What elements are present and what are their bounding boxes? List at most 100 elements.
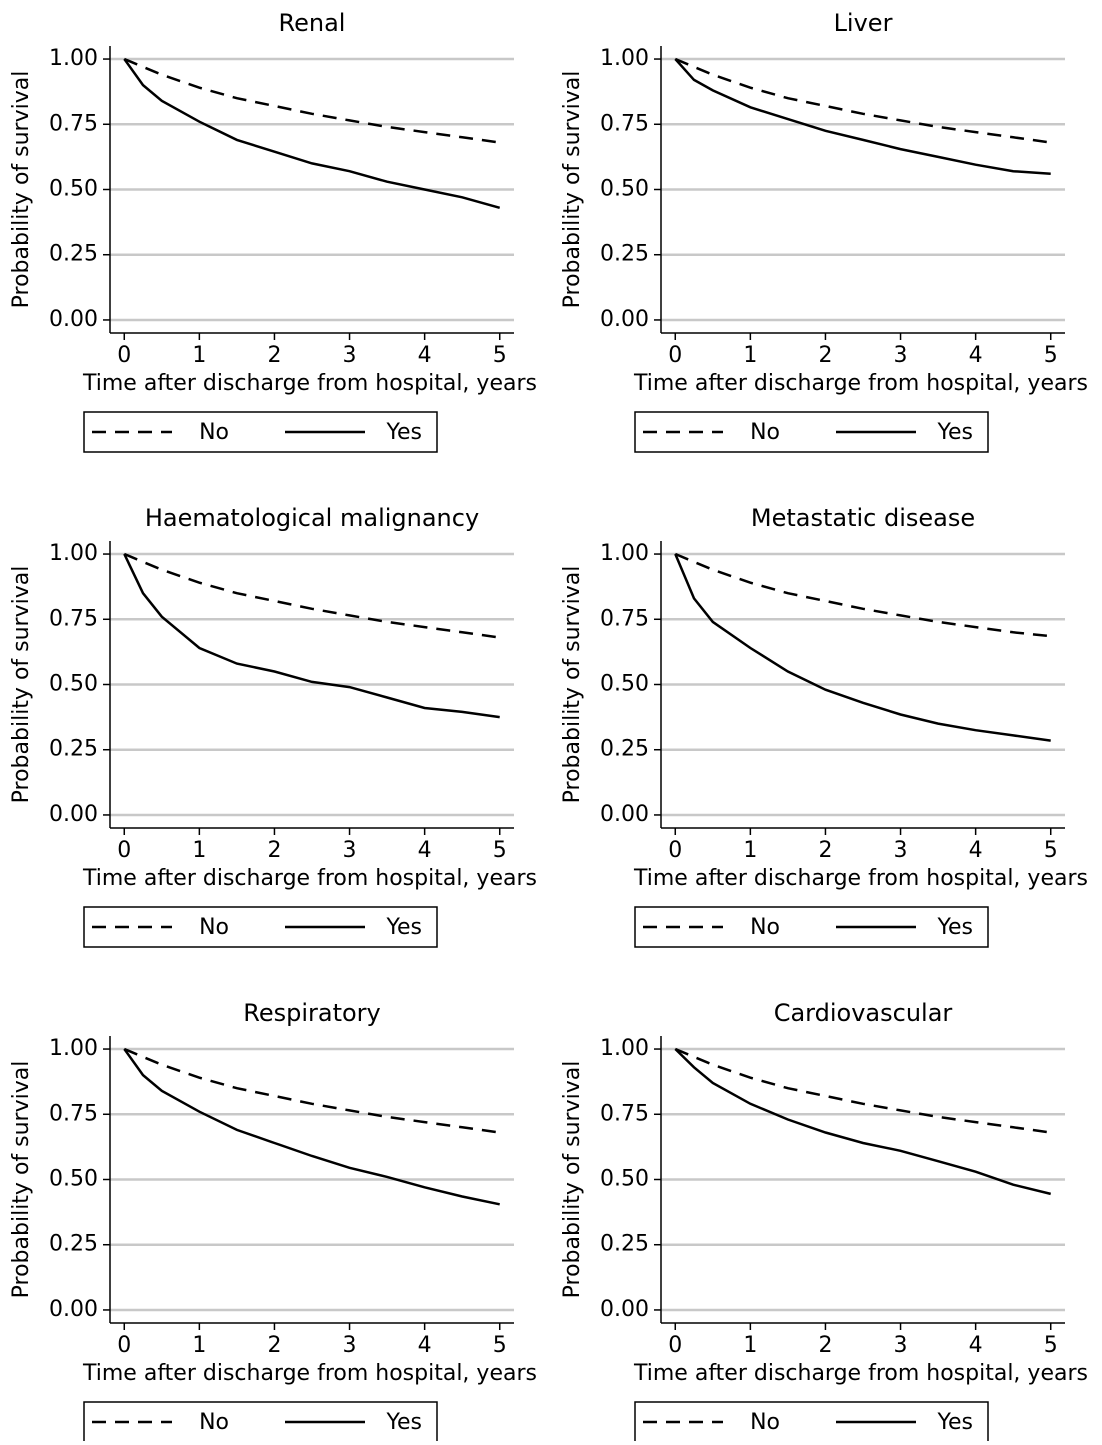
y-tick-label: 0.75	[49, 606, 98, 631]
survival-line	[123, 553, 500, 719]
legend-label: Yes	[936, 1410, 973, 1435]
x-axis-label: Time after discharge from hospital, year…	[633, 866, 1088, 891]
survival-line	[674, 553, 1051, 742]
y-tick-label: 0.50	[600, 177, 649, 202]
survival-line	[123, 552, 500, 639]
legend-label: Yes	[936, 915, 973, 940]
x-axis-label: Time after discharge from hospital, year…	[633, 1361, 1088, 1386]
y-axis-label: Probability of survival	[560, 566, 585, 804]
y-tick-label: 1.00	[49, 541, 98, 566]
x-axis-label: Time after discharge from hospital, year…	[82, 866, 537, 891]
y-tick-label: 0.25	[600, 242, 649, 267]
panel-title: Respiratory	[243, 999, 381, 1027]
x-tick-label: 4	[969, 1333, 983, 1358]
x-tick-label: 3	[894, 1333, 908, 1358]
legend-label: Yes	[385, 915, 422, 940]
y-tick-label: 0.50	[49, 177, 98, 202]
y-tick-label: 0.00	[49, 307, 98, 332]
legend-label: Yes	[936, 420, 973, 445]
x-tick-label: 1	[192, 838, 206, 863]
y-tick-label: 0.75	[49, 1101, 98, 1126]
y-tick-label: 0.50	[600, 1167, 649, 1192]
x-tick-label: 1	[743, 838, 757, 863]
y-tick-label: 1.00	[600, 541, 649, 566]
y-tick-label: 0.50	[49, 1167, 98, 1192]
panel-title: Haematological malignancy	[145, 504, 479, 532]
legend-label: No	[199, 1410, 229, 1435]
y-tick-label: 1.00	[600, 1036, 649, 1061]
x-tick-label: 3	[894, 838, 908, 863]
x-tick-label: 0	[117, 343, 131, 368]
survival-line	[123, 1048, 500, 1206]
x-tick-label: 0	[117, 1333, 131, 1358]
y-tick-label: 0.75	[600, 111, 649, 136]
x-tick-label: 1	[743, 343, 757, 368]
x-tick-label: 3	[343, 343, 357, 368]
legend-box	[83, 906, 438, 948]
x-tick-label: 5	[1044, 1333, 1058, 1358]
x-tick-label: 5	[1044, 838, 1058, 863]
x-tick-label: 2	[818, 343, 832, 368]
legend-box	[634, 1401, 989, 1443]
y-tick-label: 0.50	[49, 672, 98, 697]
panel-title: Metastatic disease	[751, 504, 975, 532]
panel-title: Renal	[279, 9, 346, 37]
panel-title: Liver	[834, 9, 893, 37]
panel: Liver Probability of survival 0.00 0.25 0.50…	[560, 9, 1088, 453]
y-tick-label: 1.00	[49, 1036, 98, 1061]
legend-label: No	[199, 915, 229, 940]
y-tick-label: 0.00	[49, 1297, 98, 1322]
legend-label: No	[199, 420, 229, 445]
y-tick-label: 0.75	[49, 111, 98, 136]
x-tick-label: 0	[668, 1333, 682, 1358]
y-axis-label: Probability of survival	[9, 71, 34, 309]
panel: Cardiovascular Probability of survival 0.0…	[560, 999, 1088, 1443]
panel: Respiratory Probability of survival 0.00 0.…	[9, 999, 537, 1443]
y-tick-label: 0.25	[600, 737, 649, 762]
x-tick-label: 3	[343, 1333, 357, 1358]
x-tick-label: 2	[267, 838, 281, 863]
survival-line	[674, 552, 1051, 638]
y-tick-label: 0.25	[600, 1232, 649, 1257]
x-tick-label: 5	[493, 1333, 507, 1358]
x-tick-label: 0	[668, 343, 682, 368]
x-tick-label: 0	[117, 838, 131, 863]
panel-title: Cardiovascular	[774, 999, 953, 1027]
x-tick-label: 1	[192, 343, 206, 368]
x-tick-label: 5	[493, 343, 507, 368]
y-tick-label: 1.00	[600, 46, 649, 71]
survival-line	[123, 1047, 500, 1134]
legend-label: No	[750, 420, 780, 445]
panel: Metastatic disease Probability of surviva…	[560, 504, 1088, 948]
y-axis-label: Probability of survival	[9, 1061, 34, 1299]
x-tick-label: 2	[267, 1333, 281, 1358]
x-axis-label: Time after discharge from hospital, year…	[82, 371, 537, 396]
x-tick-label: 4	[418, 838, 432, 863]
legend-label: Yes	[385, 420, 422, 445]
y-tick-label: 0.25	[49, 242, 98, 267]
x-tick-label: 4	[969, 838, 983, 863]
y-axis-label: Probability of survival	[560, 1061, 585, 1299]
y-tick-label: 0.00	[600, 802, 649, 827]
x-tick-label: 3	[894, 343, 908, 368]
x-tick-label: 1	[743, 1333, 757, 1358]
y-tick-label: 0.25	[49, 1232, 98, 1257]
x-tick-label: 2	[267, 343, 281, 368]
x-tick-label: 5	[493, 838, 507, 863]
legend-label: No	[750, 1410, 780, 1435]
y-tick-label: 0.00	[49, 802, 98, 827]
y-tick-label: 0.50	[600, 672, 649, 697]
y-tick-label: 0.75	[600, 606, 649, 631]
panel: Renal Probability of survival 0.00 0.25 0.50…	[9, 9, 537, 453]
survival-line	[123, 58, 501, 210]
y-tick-label: 0.75	[600, 1101, 649, 1126]
legend-box	[83, 1401, 438, 1443]
survival-line	[674, 58, 1051, 176]
y-tick-label: 1.00	[49, 46, 98, 71]
legend-label: No	[750, 915, 780, 940]
legend-box	[634, 906, 989, 948]
y-tick-label: 0.00	[600, 1297, 649, 1322]
legend-box	[83, 411, 438, 453]
legend-label: Yes	[385, 1410, 422, 1435]
